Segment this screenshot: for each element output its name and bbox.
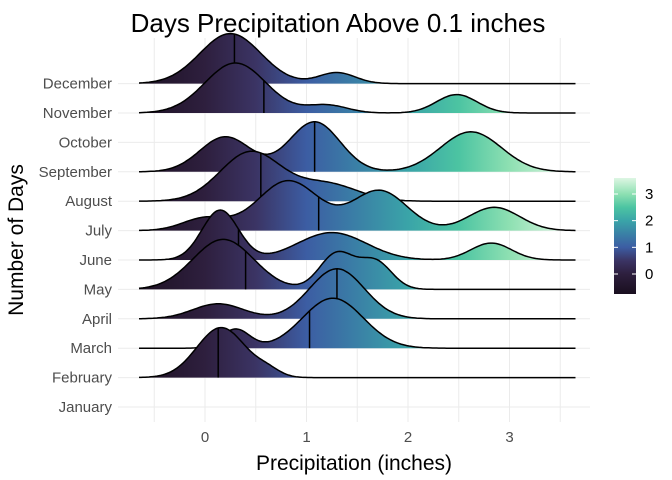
x-tick-label: 0 — [201, 429, 209, 446]
ridges — [138, 32, 576, 379]
x-tick-label: 3 — [505, 429, 513, 446]
x-tick-label: 1 — [302, 429, 310, 446]
legend-tick-label: 3 — [645, 186, 653, 203]
ridge-area — [139, 239, 576, 290]
ridge-outline — [139, 150, 576, 202]
ridge-november — [138, 62, 576, 114]
color-legend: 0 1 2 3 — [614, 178, 653, 294]
ridge-area — [139, 210, 576, 260]
y-tick-label: October — [59, 134, 112, 151]
y-tick-labels: January February March April May June July Augu… — [39, 76, 113, 416]
ridge-outline — [138, 238, 576, 291]
ridge-area — [139, 63, 576, 113]
legend-tick-label: 1 — [645, 239, 653, 256]
ridge-area — [139, 268, 576, 319]
y-tick-label: April — [82, 311, 112, 328]
x-tick-labels: 0 1 2 3 — [201, 429, 514, 446]
legend-tick-label: 2 — [645, 213, 653, 230]
ridge-area — [139, 151, 576, 202]
ridge-february — [139, 326, 576, 379]
ridge-august — [139, 150, 576, 202]
y-tick-label: May — [84, 281, 113, 298]
y-tick-label: November — [43, 105, 112, 122]
ridge-area — [139, 327, 576, 378]
y-tick-label: September — [39, 164, 112, 181]
legend-tick-label: 0 — [645, 266, 653, 283]
y-tick-label: December — [43, 76, 112, 93]
y-tick-label: August — [65, 193, 113, 210]
ridge-outline — [138, 32, 576, 85]
ridge-outline — [139, 209, 576, 261]
y-tick-label: January — [59, 399, 113, 416]
ridge-outline — [139, 121, 576, 173]
chart-title: Days Precipitation Above 0.1 inches — [131, 8, 546, 38]
y-tick-label: June — [79, 252, 112, 269]
ridge-outline — [139, 326, 576, 379]
y-tick-label: February — [52, 370, 113, 387]
ridge-outline — [138, 62, 576, 114]
y-tick-label: March — [70, 340, 112, 357]
ridge-outline — [139, 268, 576, 320]
y-tick-label: July — [85, 223, 112, 240]
ridge-may — [138, 238, 576, 291]
x-axis-title: Precipitation (inches) — [256, 452, 452, 475]
x-tick-label: 2 — [404, 429, 412, 446]
legend-colorbar — [614, 178, 636, 294]
ridge-area — [139, 298, 576, 349]
y-axis-title: Number of Days — [5, 164, 28, 316]
